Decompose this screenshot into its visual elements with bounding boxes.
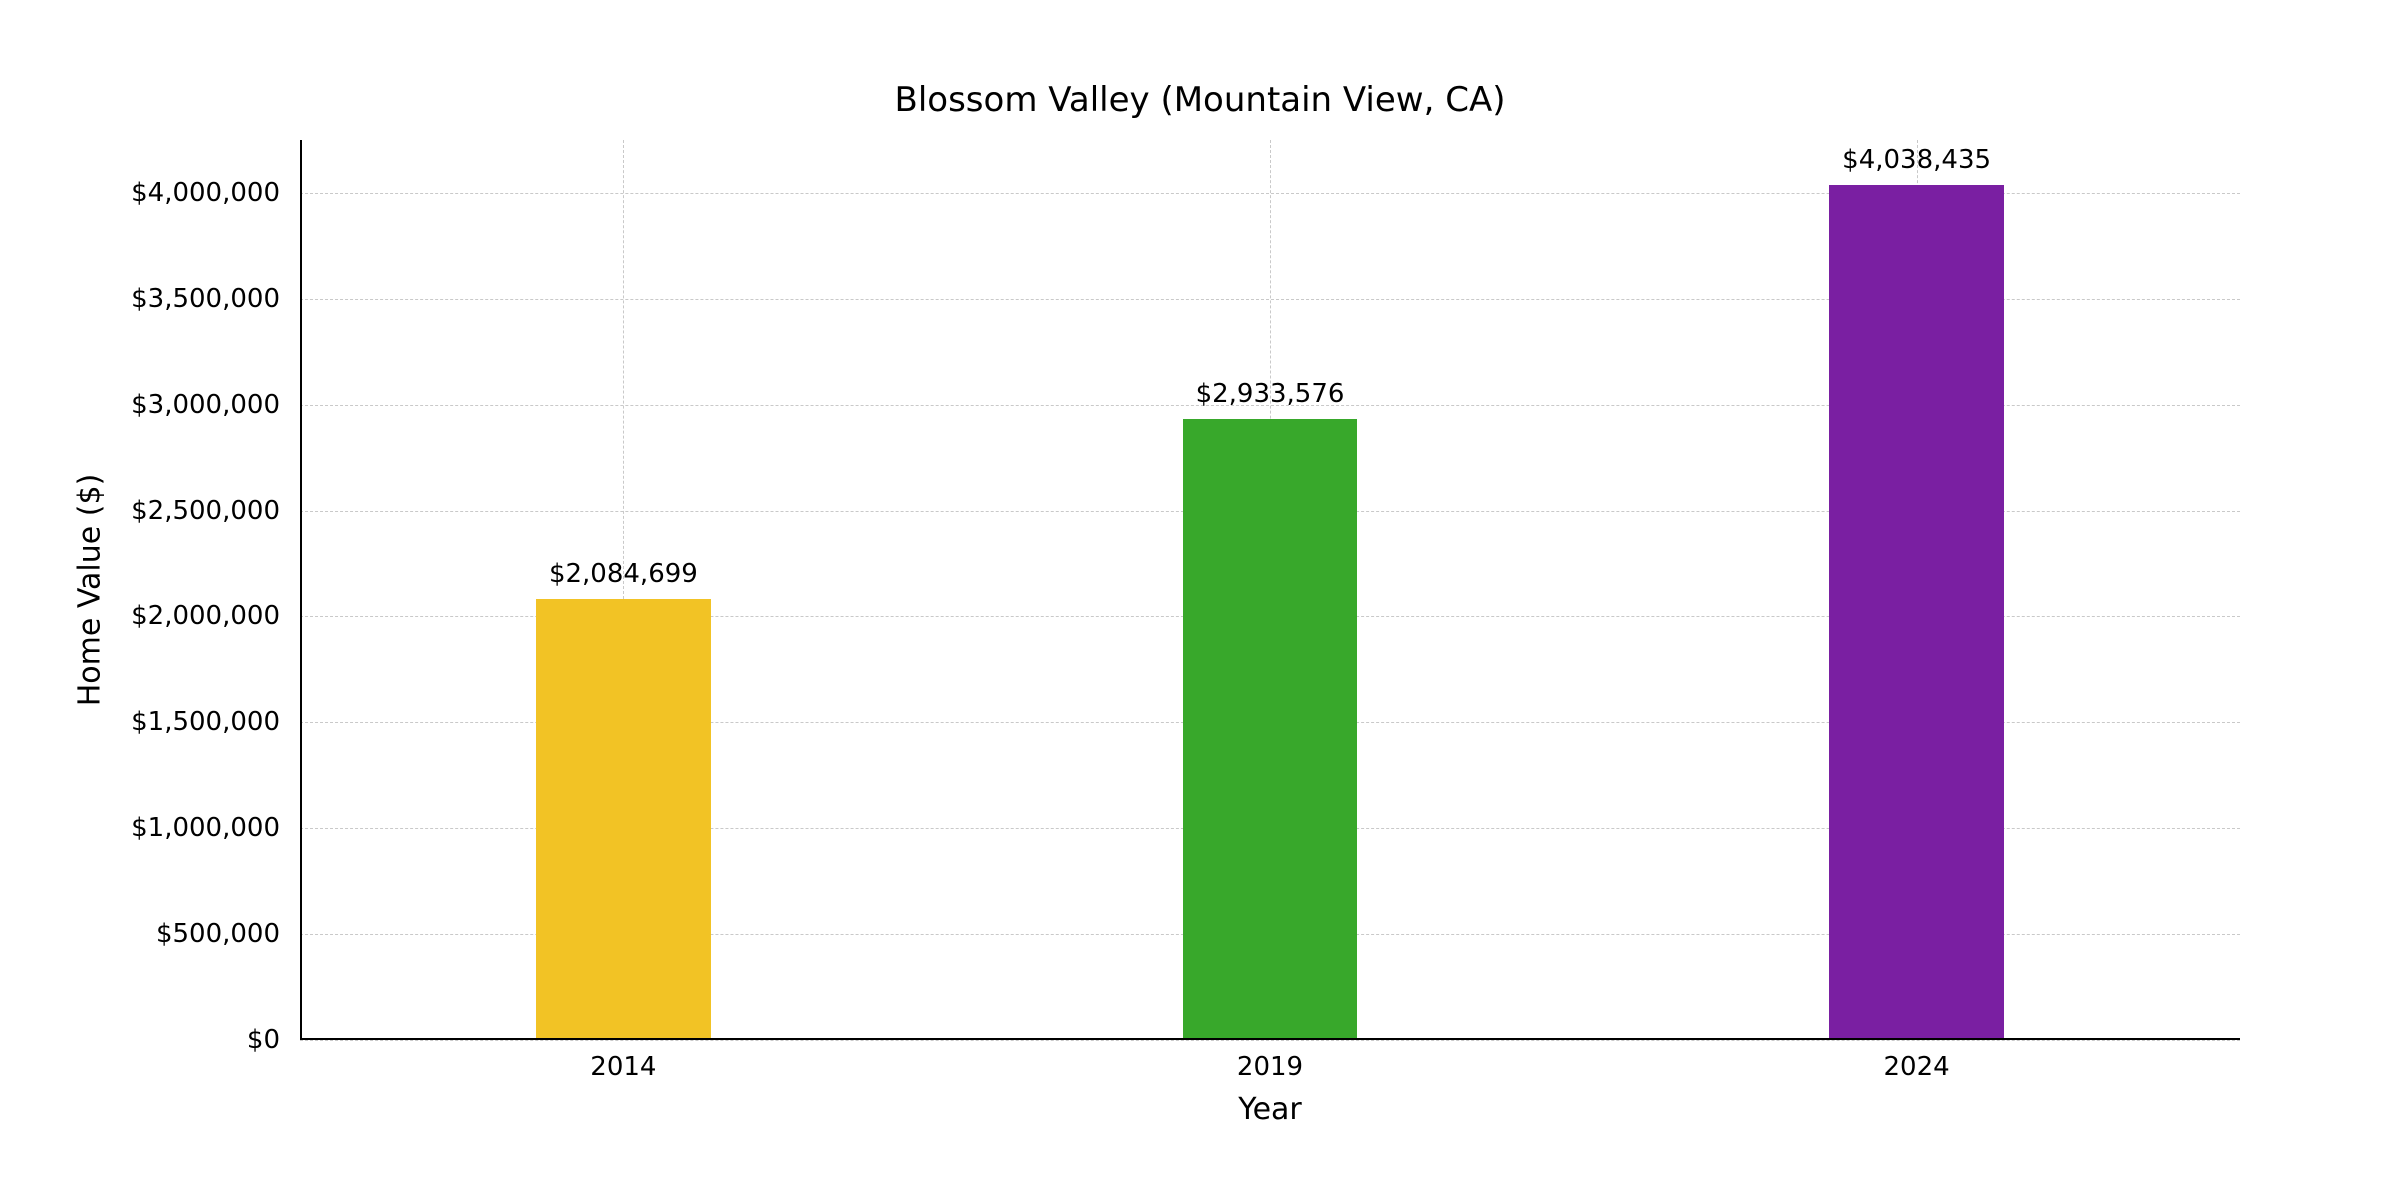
- x-axis-line: [300, 1038, 2240, 1040]
- x-tick-label: 2014: [590, 1052, 656, 1082]
- y-axis-line: [300, 140, 302, 1040]
- chart-container: Blossom Valley (Mountain View, CA) $2,08…: [0, 0, 2400, 1200]
- bar: [536, 599, 711, 1040]
- bar-value-label: $4,038,435: [1842, 145, 1991, 175]
- x-axis-label: Year: [1238, 1092, 1302, 1127]
- x-tick-label: 2024: [1884, 1052, 1950, 1082]
- grid-line-h: [300, 1040, 2240, 1041]
- y-axis-label: Home Value ($): [73, 474, 108, 707]
- bar-value-label: $2,933,576: [1196, 379, 1345, 409]
- plot-area: $2,084,699 $2,933,576 $4,038,435: [300, 140, 2240, 1040]
- x-tick-label: 2019: [1237, 1052, 1303, 1082]
- bar: [1183, 419, 1358, 1040]
- bar: [1829, 185, 2004, 1040]
- bar-value-label: $2,084,699: [549, 559, 698, 589]
- chart-title: Blossom Valley (Mountain View, CA): [0, 80, 2400, 120]
